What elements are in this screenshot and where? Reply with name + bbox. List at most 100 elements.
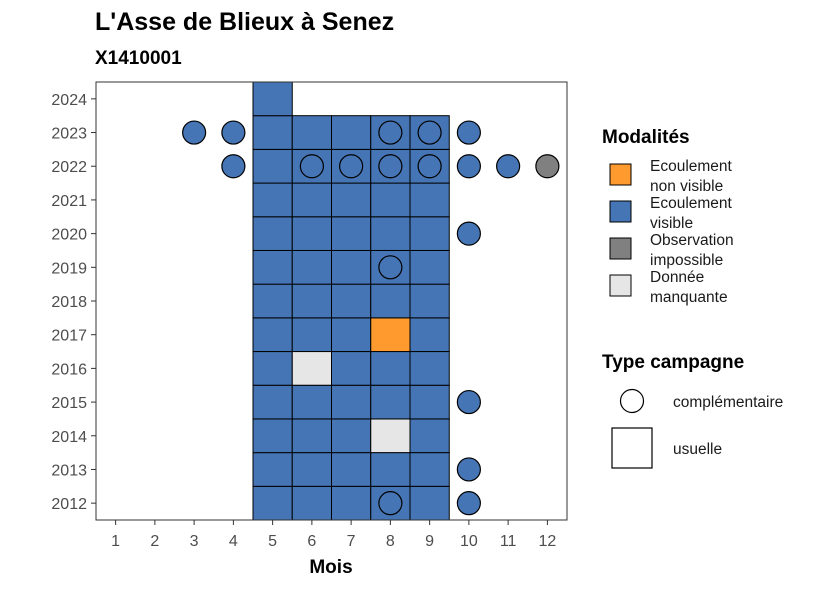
tile-2016-5 xyxy=(252,351,293,386)
x-tick-label: 5 xyxy=(268,533,277,550)
tile-2012-5 xyxy=(252,485,293,521)
point-2022-11 xyxy=(496,154,521,179)
y-tick-label: 2015 xyxy=(51,395,87,412)
legend-label: complémentaire xyxy=(673,394,783,411)
tile-2018-5 xyxy=(252,283,293,319)
point-2022-7 xyxy=(339,154,364,179)
legend-swatch xyxy=(609,274,632,297)
point-2022-8 xyxy=(378,154,403,179)
y-axis: 2012 2013 2014 2015 2016 2017 2018 2019 2020 2021… xyxy=(51,92,96,513)
tile-2013-5 xyxy=(252,452,293,487)
x-axis-title: Mois xyxy=(309,557,352,578)
tile-2017-5 xyxy=(252,317,293,353)
y-tick-label: 2019 xyxy=(51,260,87,277)
tile-2018-8 xyxy=(370,283,411,319)
legend-label: visible xyxy=(650,215,693,232)
tile-2014-9 xyxy=(409,418,450,454)
tile-2021-7 xyxy=(331,182,372,218)
tile-2019-6 xyxy=(291,249,332,285)
x-tick-label: 10 xyxy=(460,533,478,550)
x-tick-label: 9 xyxy=(425,533,434,550)
x-tick-label: 1 xyxy=(111,533,120,550)
tile-2014-8 xyxy=(370,418,411,454)
y-tick-label: 2012 xyxy=(51,496,87,513)
legend-label: Ecoulement xyxy=(650,158,733,175)
tile-2018-9 xyxy=(409,283,450,319)
tile-2024-5 xyxy=(252,81,293,117)
tile-2020-9 xyxy=(409,216,450,251)
tile-2021-9 xyxy=(409,182,450,218)
tile-2013-9 xyxy=(409,452,450,487)
plot-area xyxy=(95,81,568,521)
point-2023-3 xyxy=(182,120,207,145)
tile-2023-5 xyxy=(252,115,293,150)
y-tick-label: 2014 xyxy=(51,429,87,446)
tile-2021-8 xyxy=(370,182,411,218)
legend-label: Observation xyxy=(650,232,734,249)
y-tick-label: 2018 xyxy=(51,294,87,311)
legend-label: Ecoulement xyxy=(650,195,733,212)
legend-circle-key xyxy=(619,388,645,414)
tile-2015-9 xyxy=(409,384,450,420)
tile-2012-9 xyxy=(409,485,450,521)
legend-type-campagne-title: Type campagne xyxy=(602,352,744,373)
tile-2015-5 xyxy=(252,384,293,420)
legend-type-campagne: Type campagne complémentaire usuelle xyxy=(602,352,783,469)
x-tick-label: 6 xyxy=(307,533,316,550)
point-2023-8 xyxy=(378,120,403,145)
x-axis: 1 2 3 4 5 6 7 8 9 10 11 12 xyxy=(111,520,556,550)
point-2023-9 xyxy=(417,120,442,145)
chart-subtitle: X1410001 xyxy=(95,48,182,69)
tile-2013-7 xyxy=(331,452,372,487)
tile-2013-8 xyxy=(370,452,411,487)
x-tick-label: 2 xyxy=(150,533,159,550)
tile-2021-5 xyxy=(252,182,293,218)
tile-2019-5 xyxy=(252,249,293,285)
tile-2012-7 xyxy=(331,485,372,521)
x-tick-label: 12 xyxy=(538,533,556,550)
legend-label: impossible xyxy=(650,252,723,269)
point-2023-4 xyxy=(221,120,246,145)
point-2022-9 xyxy=(417,154,442,179)
tile-2023-7 xyxy=(331,115,372,150)
point-2019-8 xyxy=(378,255,403,280)
y-tick-label: 2024 xyxy=(51,92,87,109)
legend-square-key xyxy=(611,427,653,469)
chart-title: L'Asse de Blieux à Senez xyxy=(95,8,394,36)
tile-2019-7 xyxy=(331,249,372,285)
tile-2017-6 xyxy=(291,317,332,353)
point-2022-12 xyxy=(535,154,560,179)
tile-2014-5 xyxy=(252,418,293,454)
legend-swatch xyxy=(609,237,632,260)
y-tick-label: 2013 xyxy=(51,462,87,479)
tile-2018-7 xyxy=(331,283,372,319)
tile-2020-7 xyxy=(331,216,372,251)
point-2022-10 xyxy=(456,154,481,179)
tile-2017-9 xyxy=(409,317,450,353)
x-tick-label: 8 xyxy=(386,533,395,550)
point-2020-10 xyxy=(456,221,481,246)
tile-2018-6 xyxy=(291,283,332,319)
tile-2020-6 xyxy=(291,216,332,251)
point-2022-6 xyxy=(299,154,324,179)
point-2012-10 xyxy=(456,491,481,516)
legend-label: usuelle xyxy=(673,441,722,458)
x-tick-label: 4 xyxy=(229,533,238,550)
y-tick-label: 2020 xyxy=(51,227,87,244)
tile-2013-6 xyxy=(291,452,332,487)
x-tick-label: 7 xyxy=(347,533,356,550)
tile-2021-6 xyxy=(291,182,332,218)
tile-2017-7 xyxy=(331,317,372,353)
tile-2015-8 xyxy=(370,384,411,420)
legend-label: non visible xyxy=(650,178,723,195)
y-tick-label: 2017 xyxy=(51,328,87,345)
y-tick-label: 2023 xyxy=(51,126,87,143)
tile-2014-7 xyxy=(331,418,372,454)
legend-modalites-title: Modalités xyxy=(602,127,690,148)
point-2015-10 xyxy=(456,389,481,415)
point-2023-10 xyxy=(456,120,481,145)
tile-2014-6 xyxy=(291,418,332,454)
legend-swatch xyxy=(609,163,632,186)
tile-2022-5 xyxy=(252,148,293,184)
